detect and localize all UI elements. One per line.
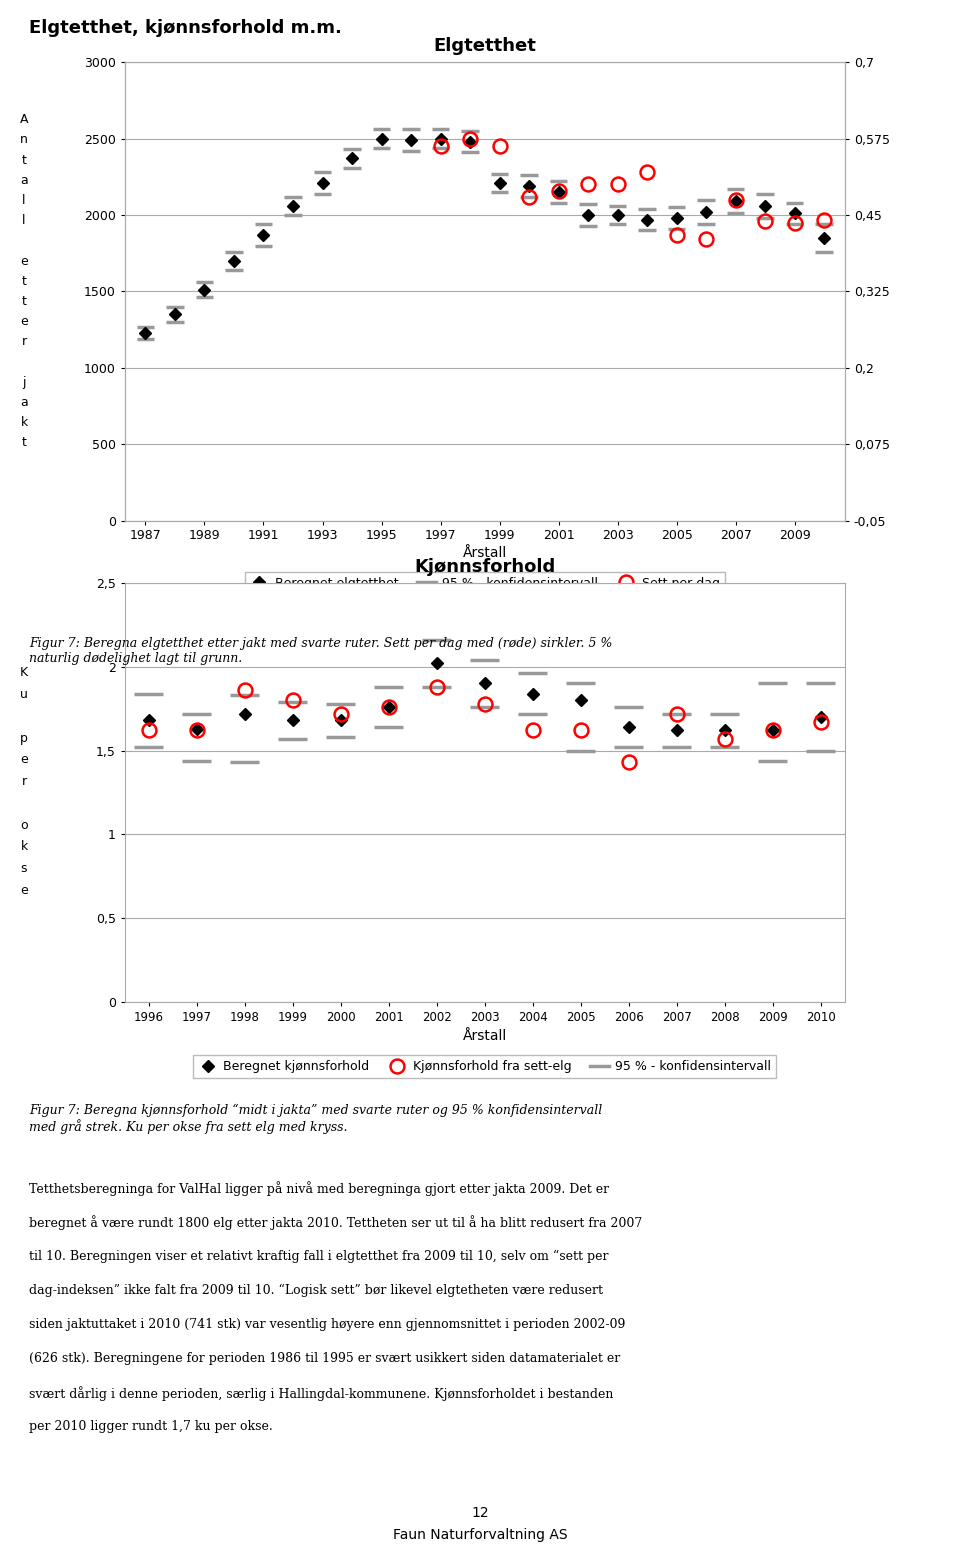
Text: K: K	[20, 667, 28, 679]
Text: t: t	[21, 275, 27, 287]
Text: u: u	[20, 688, 28, 701]
Text: dag-indeksen” ikke falt fra 2009 til 10. “Logisk sett” bør likevel elgtetheten v: dag-indeksen” ikke falt fra 2009 til 10.…	[29, 1284, 603, 1298]
Text: A: A	[20, 113, 28, 126]
Text: siden jaktuttaket i 2010 (741 stk) var vesentlig høyere enn gjennomsnittet i per: siden jaktuttaket i 2010 (741 stk) var v…	[29, 1318, 625, 1330]
Text: Figur 7: Beregna elgtetthet etter jakt med svarte ruter. Sett per dag med (røde): Figur 7: Beregna elgtetthet etter jakt m…	[29, 637, 612, 665]
Title: Elgtetthet: Elgtetthet	[433, 37, 537, 54]
Text: Tetthetsberegninga for ValHal ligger på nivå med beregninga gjort etter jakta 20: Tetthetsberegninga for ValHal ligger på …	[29, 1181, 609, 1197]
Text: e: e	[20, 315, 28, 328]
Legend: Beregnet elgtetthet, 95 % - konfidensintervall, Sett per dag: Beregnet elgtetthet, 95 % - konfidensint…	[245, 572, 725, 595]
Text: k: k	[20, 841, 28, 853]
X-axis label: Årstall: Årstall	[463, 545, 507, 559]
Text: svært dårlig i denne perioden, særlig i Hallingdal-kommunene. Kjønnsforholdet i : svært dårlig i denne perioden, særlig i …	[29, 1386, 613, 1402]
Title: Kjønnsforhold: Kjønnsforhold	[414, 558, 556, 575]
Text: Elgtetthet, kjønnsforhold m.m.: Elgtetthet, kjønnsforhold m.m.	[29, 19, 342, 37]
Text: e: e	[20, 754, 28, 766]
Text: t: t	[21, 437, 27, 449]
Legend: Beregnet kjønnsforhold, Kjønnsforhold fra sett-elg, 95 % - konfidensintervall: Beregnet kjønnsforhold, Kjønnsforhold fr…	[193, 1055, 777, 1078]
Text: r: r	[21, 775, 27, 788]
Text: a: a	[20, 396, 28, 409]
Text: beregnet å være rundt 1800 elg etter jakta 2010. Tettheten ser ut til å ha blitt: beregnet å være rundt 1800 elg etter jak…	[29, 1215, 642, 1231]
Text: t: t	[21, 154, 27, 166]
Text: Figur 7: Beregna kjønnsforhold “midt i jakta” med svarte ruter og 95 % konfidens: Figur 7: Beregna kjønnsforhold “midt i j…	[29, 1103, 602, 1134]
Text: p: p	[20, 732, 28, 744]
Text: per 2010 ligger rundt 1,7 ku per okse.: per 2010 ligger rundt 1,7 ku per okse.	[29, 1420, 273, 1433]
Text: 12: 12	[471, 1506, 489, 1520]
Text: t: t	[21, 295, 27, 308]
Text: a: a	[20, 174, 28, 186]
X-axis label: Årstall: Årstall	[463, 1029, 507, 1043]
Text: j: j	[22, 376, 26, 388]
Text: (626 stk). Beregningene for perioden 1986 til 1995 er svært usikkert siden datam: (626 stk). Beregningene for perioden 198…	[29, 1352, 620, 1364]
Text: s: s	[21, 862, 27, 875]
Text: Faun Naturforvaltning AS: Faun Naturforvaltning AS	[393, 1528, 567, 1542]
Text: e: e	[20, 255, 28, 267]
Text: l: l	[22, 194, 26, 207]
Text: e: e	[20, 884, 28, 897]
Text: l: l	[22, 214, 26, 227]
Text: til 10. Beregningen viser et relativt kraftig fall i elgtetthet fra 2009 til 10,: til 10. Beregningen viser et relativt kr…	[29, 1249, 609, 1263]
Text: r: r	[21, 336, 27, 348]
Text: o: o	[20, 819, 28, 831]
Text: k: k	[20, 416, 28, 429]
Text: n: n	[20, 134, 28, 146]
